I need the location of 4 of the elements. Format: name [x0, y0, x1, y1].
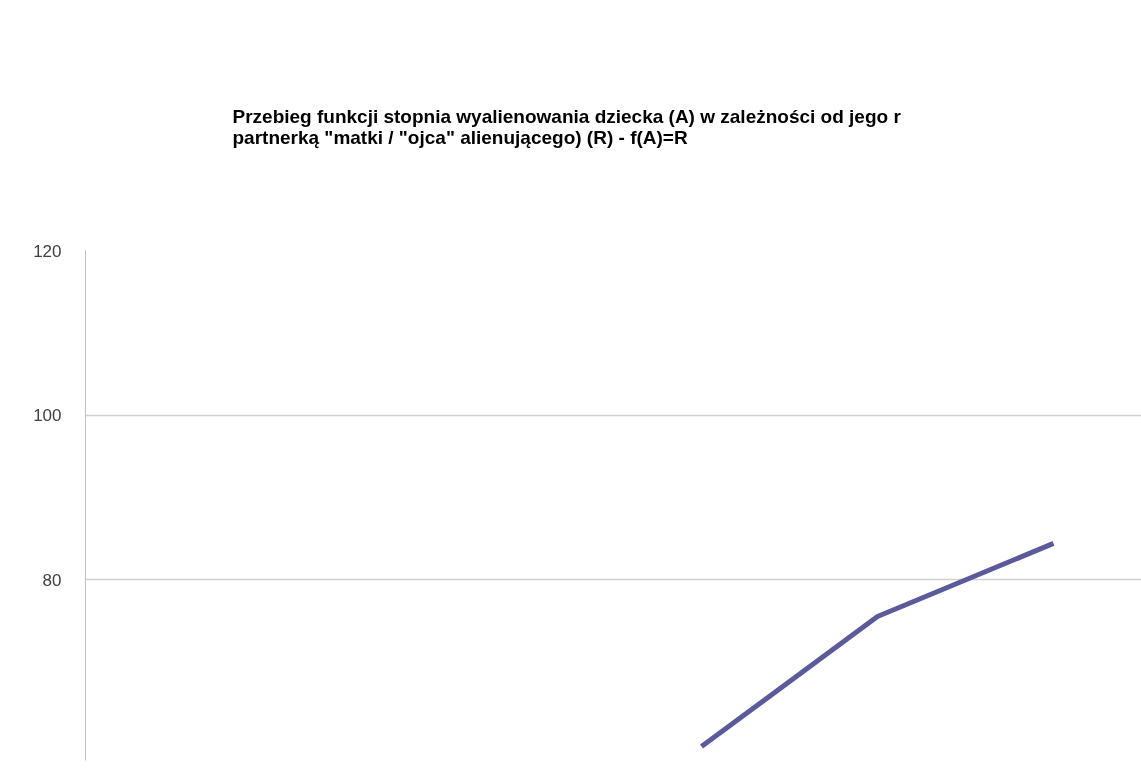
y-tick-label: 100 — [33, 406, 62, 426]
y-tick-label: 120 — [33, 241, 62, 261]
chart-title: Przebieg funkcji stopnia wyalienowania dziecka (A) w zależności od jego r partnerką "matki / "ojca" alienującego) (R) - f(A)=R — [232, 105, 902, 148]
y-tick-label: 80 — [42, 570, 62, 590]
